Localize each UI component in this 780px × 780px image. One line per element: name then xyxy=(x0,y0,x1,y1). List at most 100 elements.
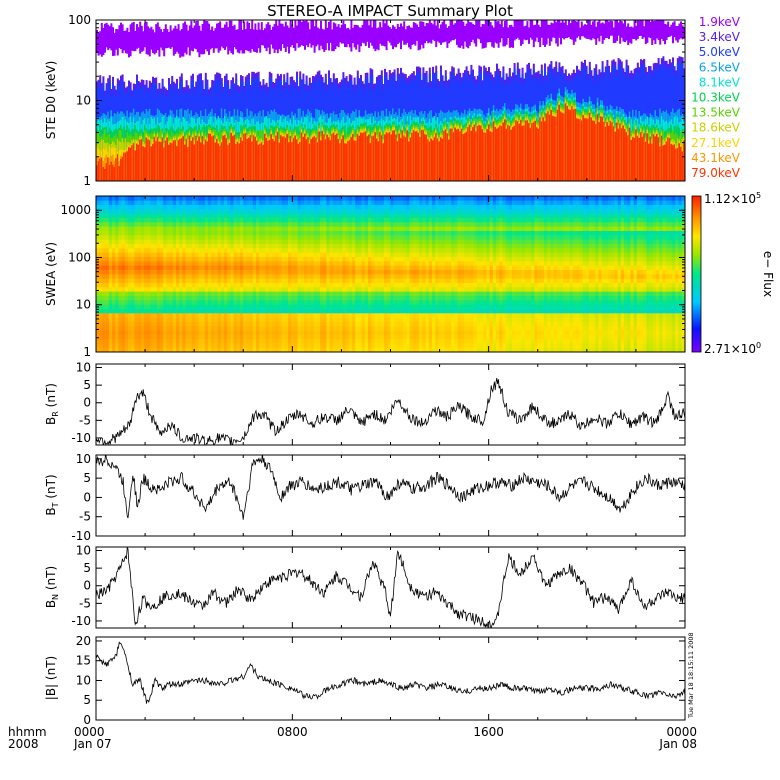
ste-band-top xyxy=(390,28,393,46)
ste-band-top xyxy=(475,20,478,47)
ste-band-top xyxy=(115,28,118,50)
ste-band xyxy=(454,127,457,181)
ste-band xyxy=(518,123,521,181)
ste-band xyxy=(132,143,135,181)
swea-cell xyxy=(160,339,164,344)
ste-band-top xyxy=(596,21,599,39)
swea-cell xyxy=(160,313,164,318)
swea-cell xyxy=(150,274,154,279)
swea-cell xyxy=(102,196,106,201)
ste-band xyxy=(574,109,577,181)
swea-cell xyxy=(99,204,103,210)
ste-band-top xyxy=(659,20,662,45)
swea-cell xyxy=(140,200,145,205)
ste-band xyxy=(212,135,215,181)
swea-cell xyxy=(108,313,113,318)
swea-cell xyxy=(134,261,138,266)
ste-band-top xyxy=(630,26,633,44)
swea-cell xyxy=(140,217,145,223)
swea-cell xyxy=(124,217,129,223)
ste-band xyxy=(177,140,180,181)
swea-cell xyxy=(96,204,100,210)
ste-band-top xyxy=(435,25,438,48)
swea-cell xyxy=(112,287,116,292)
ste-band xyxy=(286,134,289,181)
ste-band xyxy=(569,110,572,181)
swea-cell xyxy=(137,265,142,270)
swea-cell xyxy=(128,209,132,214)
swea-cell xyxy=(96,239,100,244)
ste-band-top xyxy=(110,23,113,51)
ste-band-top xyxy=(499,24,502,43)
swea-cell xyxy=(121,239,126,244)
ste-band xyxy=(411,132,414,181)
swea-cell xyxy=(105,256,110,262)
ste-band-top xyxy=(652,21,655,41)
ste-band xyxy=(467,127,470,181)
ste-band xyxy=(571,106,574,181)
swea-cell xyxy=(153,326,158,331)
ste-band xyxy=(444,129,447,181)
ste-band-top xyxy=(193,25,196,49)
ste-band xyxy=(483,132,486,181)
swea-cell xyxy=(134,287,138,292)
swea-cell xyxy=(140,313,145,318)
swea-cell xyxy=(153,200,158,205)
swea-cell xyxy=(121,317,126,322)
swea-cell xyxy=(99,308,103,314)
ste-band xyxy=(380,135,383,181)
swea-cell xyxy=(140,282,145,288)
swea-cell xyxy=(169,226,174,231)
swea-cell xyxy=(134,235,138,240)
ste-band xyxy=(339,143,342,181)
swea-cell xyxy=(99,300,103,305)
ste-band xyxy=(347,141,350,181)
ste-band-top xyxy=(584,24,586,38)
swea-cell xyxy=(163,282,167,288)
ste-band xyxy=(176,146,178,181)
ste-band-top xyxy=(668,26,671,37)
swea-cell xyxy=(153,243,158,249)
ste-band xyxy=(507,125,510,181)
ste-band xyxy=(675,148,678,181)
swea-cell xyxy=(118,334,122,340)
ste-band xyxy=(291,142,294,181)
swea-cell xyxy=(105,209,110,214)
ste-band-top xyxy=(459,20,462,48)
ste-band xyxy=(216,139,218,181)
ste-band xyxy=(358,135,361,181)
swea-cell xyxy=(153,269,158,275)
swea-cell xyxy=(108,274,113,279)
swea-cell xyxy=(121,243,126,249)
ste-band xyxy=(670,144,673,181)
ste-band xyxy=(577,118,580,181)
ste-band-top xyxy=(123,30,126,51)
swea-cell xyxy=(118,282,122,288)
swea-cell xyxy=(140,334,145,340)
ste-band xyxy=(246,138,249,181)
swea-cell xyxy=(96,217,100,223)
swea-cell xyxy=(150,213,154,218)
ste-band xyxy=(499,125,502,181)
swea-cell xyxy=(108,321,113,327)
swea-cell xyxy=(163,256,167,262)
plot-title: STEREO-A IMPACT Summary Plot xyxy=(267,2,513,20)
swea-cell xyxy=(124,326,129,331)
swea-cell xyxy=(105,235,110,240)
swea-cell xyxy=(115,196,119,201)
swea-cell xyxy=(160,308,164,314)
swea-cell xyxy=(160,274,164,279)
ste-band xyxy=(593,120,596,181)
swea-cell xyxy=(115,209,119,214)
ste-band-top xyxy=(208,23,210,55)
ste-band-top xyxy=(126,27,129,54)
swea-cell xyxy=(128,278,132,283)
ste-band xyxy=(350,137,353,181)
swea-cell xyxy=(134,252,138,257)
ste-band-top xyxy=(137,27,140,48)
ste-band xyxy=(513,125,516,181)
swea-cell xyxy=(124,339,129,344)
ste-band-top xyxy=(214,28,217,49)
swea-cell xyxy=(160,300,164,305)
swea-cell xyxy=(163,347,167,352)
